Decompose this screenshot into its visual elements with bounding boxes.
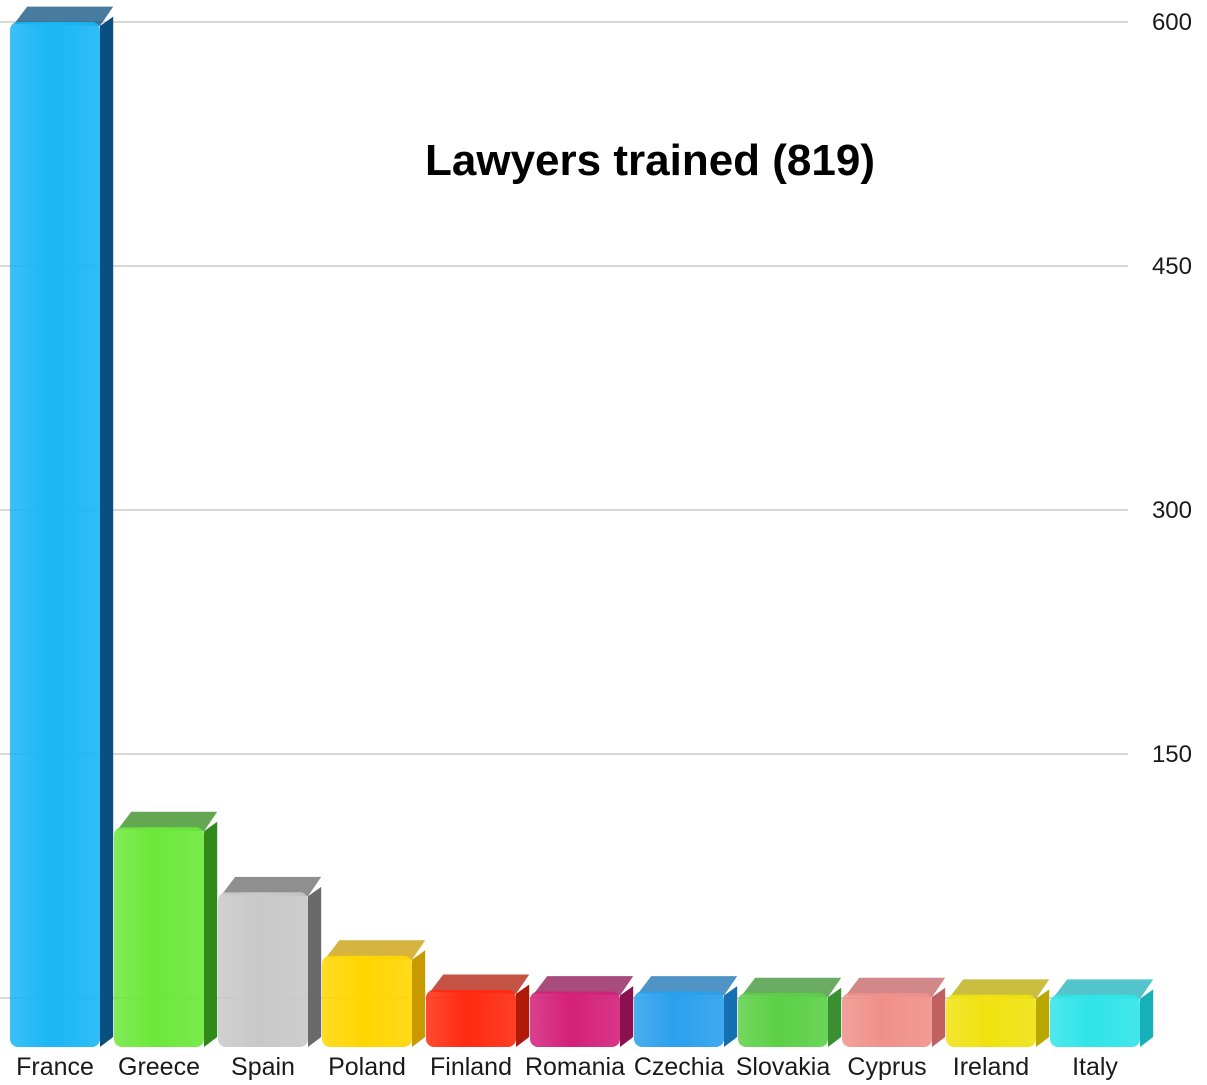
bar-front bbox=[634, 991, 724, 1047]
y-tick-label: 150 bbox=[1152, 741, 1192, 768]
bar-top bbox=[222, 876, 322, 897]
y-tick-label: 300 bbox=[1152, 497, 1192, 524]
bar-top bbox=[950, 979, 1050, 999]
bar-czechia bbox=[634, 976, 738, 1047]
bar-france bbox=[10, 6, 114, 1048]
category-label: Greece bbox=[118, 1053, 200, 1081]
bar-side bbox=[1140, 989, 1154, 1047]
bar-side bbox=[412, 950, 426, 1047]
category-label: France bbox=[16, 1053, 94, 1081]
category-label: Poland bbox=[328, 1053, 406, 1081]
bar-top bbox=[430, 974, 530, 994]
bar-cyprus bbox=[842, 977, 946, 1047]
category-label: Italy bbox=[1072, 1053, 1118, 1081]
bar-poland bbox=[322, 940, 426, 1047]
category-label: Slovakia bbox=[736, 1053, 831, 1081]
bar-top bbox=[534, 976, 634, 996]
bar-side bbox=[100, 16, 114, 1048]
y-tick-labels: 150 300 450 600 bbox=[1152, 9, 1192, 768]
bar-romania bbox=[530, 976, 634, 1047]
bar-top bbox=[118, 811, 218, 832]
y-tick-label: 600 bbox=[1152, 9, 1192, 36]
category-label: Ireland bbox=[953, 1053, 1029, 1081]
bar-greece bbox=[114, 811, 218, 1047]
bar-side bbox=[724, 986, 738, 1047]
chart-title: Lawyers trained (819) bbox=[425, 136, 875, 185]
bar-front bbox=[218, 892, 308, 1047]
category-label: Cyprus bbox=[847, 1053, 926, 1081]
bar-front bbox=[946, 994, 1036, 1047]
bar-italy bbox=[1050, 979, 1154, 1047]
bar-side bbox=[828, 987, 842, 1047]
bar-front bbox=[322, 955, 412, 1047]
bar-top bbox=[742, 977, 842, 998]
bars bbox=[10, 6, 1154, 1048]
bar-front bbox=[114, 827, 204, 1047]
category-label: Czechia bbox=[634, 1053, 724, 1081]
category-label: Romania bbox=[525, 1053, 625, 1081]
bar-top bbox=[14, 6, 114, 26]
bar-side bbox=[516, 984, 530, 1047]
bar-side bbox=[204, 821, 218, 1047]
bar-front bbox=[426, 989, 516, 1047]
category-labels: France Greece Spain Poland Finland Romania Cze… bbox=[16, 1053, 1118, 1081]
bar-front bbox=[842, 993, 932, 1047]
category-label: Spain bbox=[231, 1053, 295, 1081]
category-label: Finland bbox=[430, 1053, 512, 1081]
bar-spain bbox=[218, 876, 322, 1047]
bar-slovakia bbox=[738, 977, 842, 1047]
bar-top bbox=[1054, 979, 1154, 999]
bar-front bbox=[10, 22, 100, 1047]
bar-side bbox=[1036, 989, 1050, 1047]
bar-finland bbox=[426, 974, 530, 1047]
bar-ireland bbox=[946, 979, 1050, 1047]
bar-front bbox=[530, 991, 620, 1047]
y-tick-label: 450 bbox=[1152, 253, 1192, 280]
bar-side bbox=[932, 987, 946, 1047]
bar-front bbox=[1050, 994, 1140, 1047]
bar-side bbox=[308, 886, 322, 1047]
bar-top bbox=[326, 940, 426, 960]
bar-side bbox=[620, 986, 634, 1047]
bar-front bbox=[738, 993, 828, 1047]
bar-top bbox=[846, 977, 946, 998]
bar-top bbox=[638, 976, 738, 996]
